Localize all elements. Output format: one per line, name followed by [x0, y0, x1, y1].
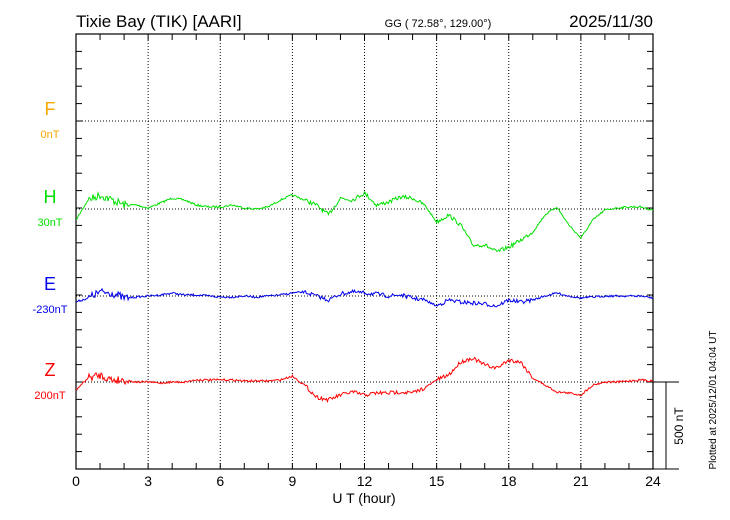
x-tick-label: 21 [573, 473, 589, 489]
x-tick-label: 0 [72, 473, 80, 489]
channel-baseline-E: -230nT [33, 304, 68, 316]
trace-Z [75, 356, 654, 404]
x-tick-label: 6 [216, 473, 224, 489]
channel-name-Z: Z [45, 360, 56, 380]
x-tick-label: 3 [144, 473, 152, 489]
trace-E [75, 287, 654, 308]
scale-bar-label: 500 nT [672, 407, 686, 445]
channel-labels: F 0nT H 30nT E -230nT Z 200nT [33, 99, 68, 402]
x-tick-label: 18 [501, 473, 517, 489]
x-tick-label: 15 [429, 473, 445, 489]
plotted-timestamp: Plotted at 2025/12/01 04:04 UT [708, 331, 719, 470]
channel-baseline-H: 30nT [37, 217, 62, 229]
station-title: Tixie Bay (TIK) [AARI] [76, 12, 242, 31]
channel-name-H: H [44, 187, 57, 207]
channel-name-E: E [44, 274, 56, 294]
x-axis-label: U T (hour) [332, 490, 395, 506]
x-tick-label: 24 [645, 473, 661, 489]
grid [76, 34, 653, 469]
channel-name-F: F [45, 99, 56, 119]
x-tick-label: 9 [288, 473, 296, 489]
x-tick-label: 12 [357, 473, 373, 489]
channel-baseline-Z: 200nT [34, 390, 65, 402]
channel-baseline-F: 0nT [41, 129, 60, 141]
coordinates: GG ( 72.58°, 129.00°) [385, 18, 492, 30]
date: 2025/11/30 [569, 12, 653, 31]
axes: 0 3 6 9 12 15 18 21 24 [72, 33, 679, 489]
traces [75, 190, 654, 404]
trace-H [75, 190, 654, 253]
